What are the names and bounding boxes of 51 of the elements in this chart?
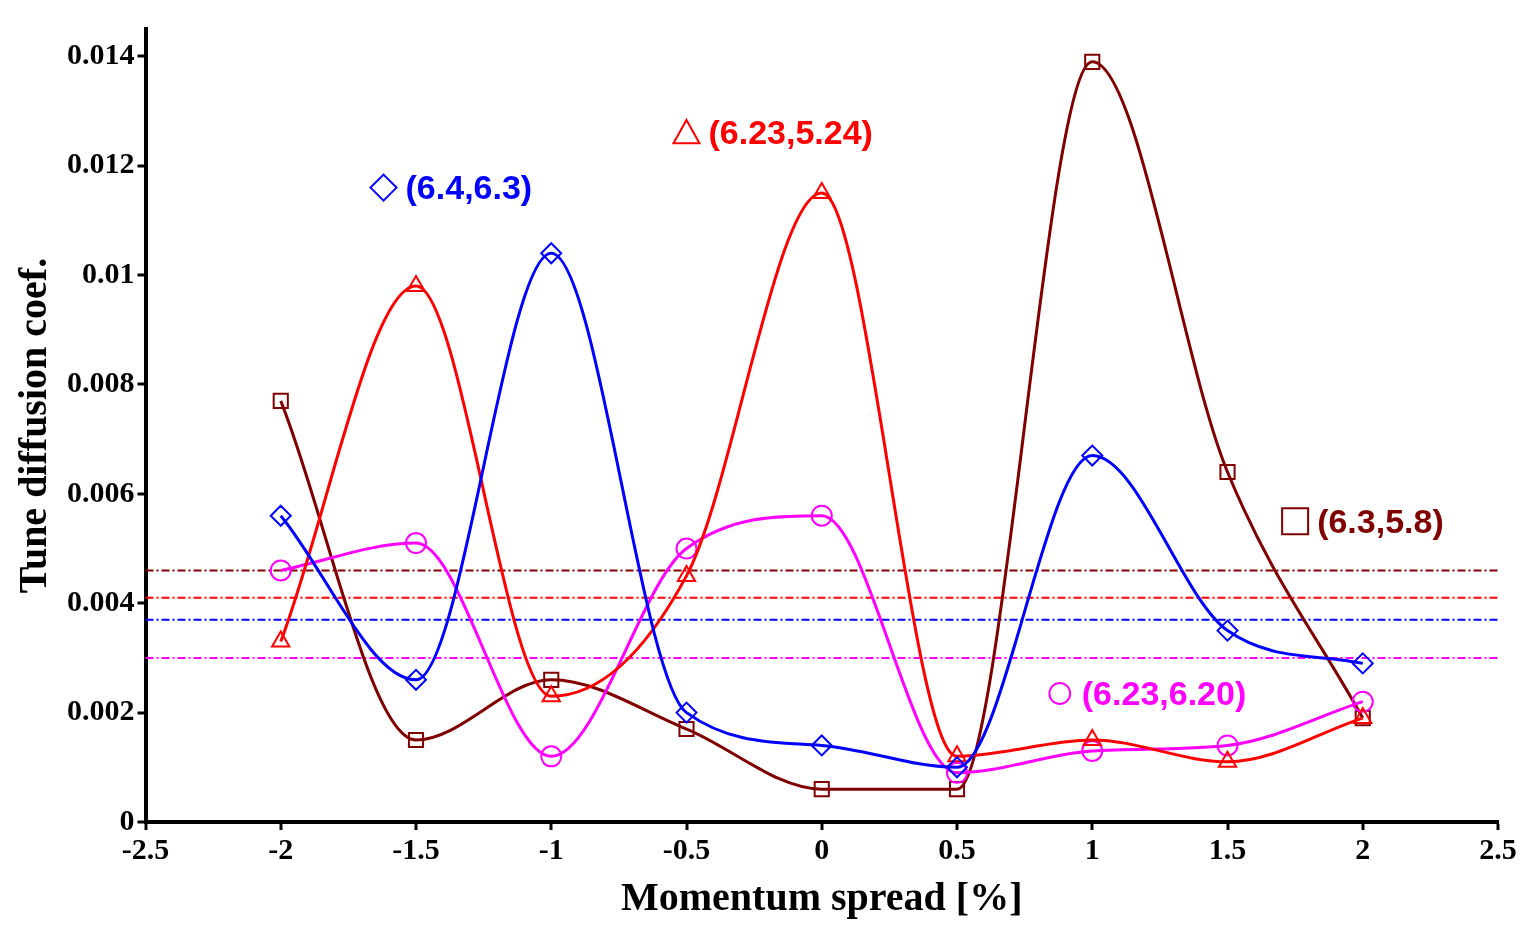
point — [1081, 444, 1104, 467]
point — [946, 756, 968, 779]
point — [1084, 53, 1101, 70]
point — [812, 182, 832, 200]
x-tick-label: 0.5 — [938, 831, 976, 865]
point — [406, 275, 426, 293]
point — [810, 504, 833, 527]
legend-label: (6.23,5.24) — [708, 113, 873, 152]
x-tick-label: -1 — [538, 831, 564, 865]
x-tick-label: 1.5 — [1208, 831, 1247, 865]
point — [946, 761, 968, 784]
point — [540, 745, 563, 768]
point — [678, 720, 695, 738]
y-tick-label: 0.012 — [67, 146, 135, 180]
point — [540, 242, 563, 265]
y-axis-title: Tune diffusion coef. — [10, 257, 56, 594]
x-tick-label: 2.5 — [1479, 831, 1517, 865]
x-tick-label: -2 — [268, 831, 294, 865]
point — [675, 537, 698, 560]
point — [1351, 652, 1374, 675]
x-tick-label: -1.5 — [392, 831, 440, 865]
point — [948, 781, 966, 798]
point — [269, 504, 292, 527]
point — [543, 671, 560, 688]
y-tick-label: 0.006 — [67, 474, 135, 508]
point — [1216, 619, 1239, 642]
legend-label: (6.3,5.8) — [1317, 501, 1444, 540]
point — [810, 734, 833, 757]
y-tick-label: 0.01 — [82, 255, 135, 289]
point — [405, 532, 427, 555]
legend-label: (6.23,6.20) — [1081, 673, 1247, 712]
point — [405, 668, 427, 691]
point — [269, 559, 292, 582]
x-tick-label: 2 — [1355, 831, 1371, 865]
x-tick-label: 1 — [1084, 831, 1100, 865]
x-tick-label: 0 — [814, 831, 830, 865]
point — [1216, 734, 1239, 757]
y-tick-label: 0.004 — [67, 583, 135, 617]
point — [813, 781, 830, 798]
point — [675, 701, 698, 724]
x-tick-label: -0.5 — [662, 831, 711, 865]
y-tick-label: 0.002 — [67, 693, 135, 727]
x-axis-title: Momentum spread [%] — [621, 874, 1023, 920]
point — [407, 731, 425, 749]
y-tick-label: 0.008 — [67, 365, 135, 399]
y-tick-label: 0.014 — [67, 37, 135, 71]
point — [272, 392, 289, 409]
point — [1351, 690, 1374, 713]
point — [1081, 739, 1104, 762]
legend-label: (6.4,6.3) — [405, 167, 533, 206]
point — [1219, 463, 1236, 481]
